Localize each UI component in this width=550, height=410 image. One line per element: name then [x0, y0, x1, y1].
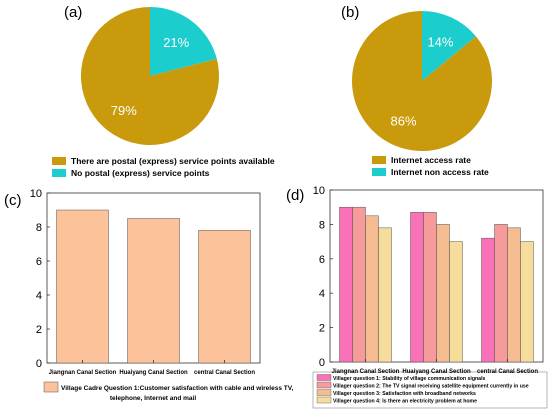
pie-slice — [80, 7, 219, 145]
pie-slice-label: 86% — [391, 113, 417, 128]
legend-label: Internet access rate — [391, 155, 471, 165]
x-tick-label: central Canal Section — [194, 370, 255, 376]
legend-label: No postal (express) service points — [71, 168, 210, 178]
legend-label: Villager question 2: The TV signal recei… — [333, 384, 529, 390]
legend-swatch — [52, 169, 66, 177]
bar — [339, 206, 353, 363]
bar-chart-3 — [312, 189, 548, 409]
pie-slice — [150, 7, 217, 76]
legend-label: Villager question 3: Satisfaction with b… — [333, 391, 476, 397]
panel-label: (b) — [341, 4, 359, 21]
panel-label: (c) — [4, 192, 22, 209]
bar-chart-2 — [43, 192, 261, 393]
legend-swatch — [43, 381, 59, 393]
bar — [481, 237, 495, 363]
legend-swatch — [316, 381, 332, 389]
bar — [352, 206, 366, 363]
bar — [378, 227, 392, 363]
y-tick-label: 2 — [319, 323, 325, 335]
bar — [436, 224, 450, 363]
y-tick-label: 10 — [313, 185, 325, 197]
bar — [423, 212, 437, 363]
legend-swatch — [316, 396, 332, 404]
y-tick-label: 2 — [36, 324, 42, 336]
bar — [127, 218, 180, 364]
legend-label: telephone, Internet and mail — [110, 395, 197, 402]
legend-label: Villager question 1: Stability of villag… — [333, 376, 486, 382]
bar — [494, 224, 508, 363]
pie-slice — [352, 11, 493, 151]
legend-label: Village Cadre Question 1:Customer satisf… — [61, 385, 293, 392]
legend-label: There are postal (express) service point… — [71, 156, 275, 166]
bar — [198, 230, 251, 364]
legend-swatch — [316, 389, 332, 396]
x-tick-label: Jiangnan Canal Section — [332, 369, 400, 375]
bar — [56, 209, 109, 364]
panel-label: (a) — [64, 4, 82, 21]
bar — [410, 212, 424, 363]
x-tick-label: Huaiyang Canal Section — [402, 369, 471, 375]
y-tick-label: 8 — [36, 222, 42, 234]
legend-swatch — [372, 156, 386, 164]
pie-slice — [422, 10, 476, 81]
pie-chart-0 — [52, 7, 219, 177]
x-tick-label: central Canal Section — [477, 369, 538, 375]
legend-label: Internet non access rate — [391, 167, 489, 177]
pie-slice-label: 14% — [427, 35, 453, 50]
panel-label: (d) — [286, 187, 304, 204]
x-tick-label: Jiangnan Canal Section — [49, 370, 117, 376]
legend-label: Villager question 4: Is there an electri… — [333, 399, 477, 405]
y-tick-label: 10 — [30, 188, 42, 200]
legend-swatch — [316, 374, 332, 381]
legend-box — [312, 371, 548, 409]
pie-chart-1 — [352, 10, 493, 176]
y-tick-label: 0 — [36, 358, 42, 370]
pie-slice-label: 79% — [111, 103, 137, 118]
y-tick-label: 0 — [319, 357, 325, 369]
y-tick-label: 6 — [319, 254, 325, 266]
legend-swatch — [52, 157, 66, 165]
y-tick-label: 4 — [319, 288, 325, 300]
bar — [449, 241, 463, 363]
bar — [365, 215, 379, 363]
bar — [520, 241, 534, 363]
legend-swatch — [372, 168, 386, 176]
y-tick-label: 8 — [319, 219, 325, 231]
bar — [507, 227, 521, 363]
x-tick-label: Huaiyang Canal Section — [119, 370, 188, 376]
y-tick-label: 6 — [36, 256, 42, 268]
pie-slice-label: 21% — [163, 35, 189, 50]
y-tick-label: 4 — [36, 290, 42, 302]
